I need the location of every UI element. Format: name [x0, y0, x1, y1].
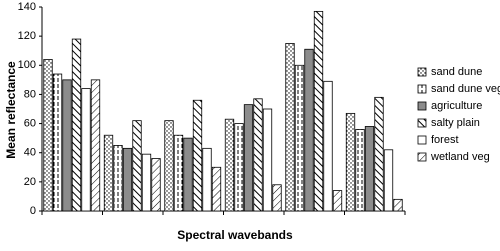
bar [272, 184, 282, 212]
bar [285, 43, 295, 212]
bar [374, 96, 384, 212]
y-axis-label: Mean reflectance [4, 61, 18, 159]
legend-swatch [417, 152, 427, 162]
bar [364, 126, 375, 212]
legend-swatch [417, 135, 427, 145]
bar [90, 79, 101, 212]
legend-label: sand dune veg [431, 83, 500, 95]
legend-label: sand dune [431, 66, 482, 78]
y-tick-label: 20 [24, 176, 36, 188]
bar [393, 198, 403, 212]
bar [345, 112, 356, 212]
bar [122, 147, 133, 212]
bar [355, 128, 365, 212]
legend-swatch [417, 118, 427, 128]
bar [62, 79, 72, 212]
legend-label: forest [431, 134, 459, 146]
bar [113, 145, 123, 212]
y-tick-label: 60 [24, 117, 36, 129]
bar [202, 147, 212, 212]
bar [71, 38, 82, 212]
y-tick-label: 140 [18, 1, 36, 13]
bar [52, 73, 63, 212]
y-tick-label: 120 [18, 30, 36, 42]
bar [164, 120, 174, 212]
legend-label: wetland veg [430, 151, 490, 163]
legend-label: agriculture [431, 100, 482, 112]
bar [323, 80, 333, 212]
bar [262, 108, 273, 212]
bar [103, 134, 114, 212]
bar [192, 99, 203, 212]
x-axis-label: Spectral wavebands [177, 228, 293, 242]
bar [132, 120, 142, 212]
bar [183, 137, 193, 212]
legend-label: salty plain [431, 117, 480, 129]
legend-swatch [417, 101, 427, 111]
bar [81, 88, 91, 212]
bar [243, 104, 254, 212]
y-tick-label: 80 [24, 88, 36, 100]
bar [151, 158, 161, 212]
bar [253, 98, 263, 212]
bar [383, 149, 394, 212]
y-tick-label: 0 [30, 205, 36, 217]
bar [332, 190, 343, 212]
bar [141, 153, 152, 212]
bar [304, 48, 314, 212]
bar [234, 123, 244, 212]
bar [173, 134, 184, 212]
bar [43, 59, 53, 212]
bar [224, 118, 235, 212]
bar [313, 10, 324, 212]
legend-swatch [417, 67, 427, 77]
y-tick-label: 100 [18, 59, 36, 71]
legend-swatch [417, 84, 427, 94]
y-tick-label: 40 [24, 147, 36, 159]
bar [294, 64, 305, 212]
bar [211, 166, 222, 212]
